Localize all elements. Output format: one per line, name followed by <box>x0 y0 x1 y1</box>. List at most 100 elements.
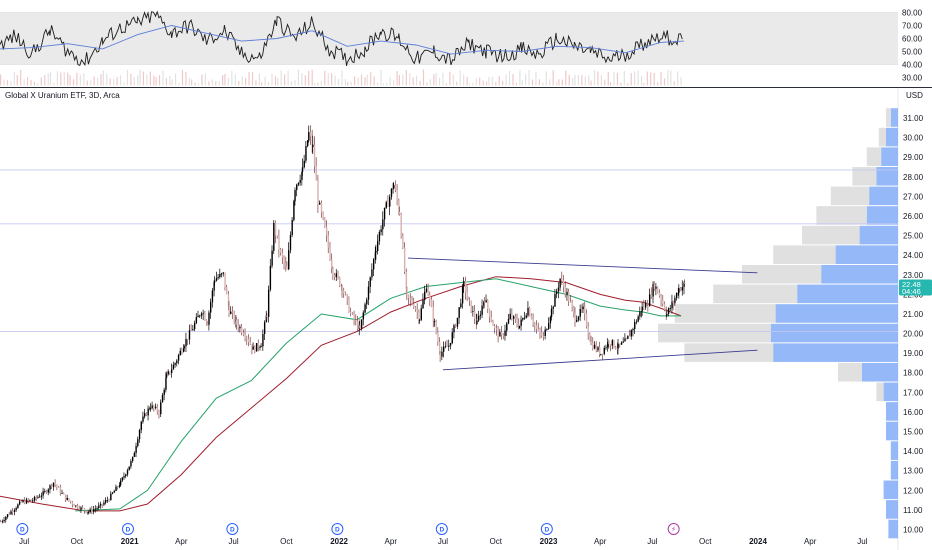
candle <box>481 299 483 319</box>
volume-bar <box>320 80 322 86</box>
dividend-marker-label: D <box>126 526 131 533</box>
volume-bar <box>169 75 171 86</box>
volume-bar <box>44 75 46 86</box>
volume-bar <box>211 79 213 86</box>
candle <box>12 507 14 516</box>
trendline[interactable] <box>407 257 758 274</box>
candle <box>356 315 359 331</box>
candle <box>42 487 44 499</box>
candle <box>51 483 53 490</box>
volume-bar <box>512 74 514 86</box>
volume-bar <box>396 71 398 86</box>
candle <box>24 497 26 505</box>
volume-bar <box>175 73 177 86</box>
candle <box>246 335 248 345</box>
price-axis[interactable]: 31.00 30.00 29.00 28.00 27.00 26.00 25.00 24.00… <box>899 114 932 535</box>
trendline[interactable] <box>442 349 758 371</box>
candle <box>206 321 208 326</box>
candle <box>254 345 256 354</box>
candle <box>309 125 312 145</box>
volume-bar <box>445 83 448 86</box>
candle <box>389 194 391 216</box>
candle <box>667 307 670 317</box>
candle <box>85 510 87 514</box>
volume-bar <box>600 74 602 86</box>
candle <box>110 491 112 501</box>
candle <box>492 319 494 327</box>
candle <box>490 310 493 323</box>
candle <box>135 442 137 457</box>
candle <box>468 296 470 300</box>
volume-bar <box>100 73 102 86</box>
candle <box>240 324 243 336</box>
candle <box>119 478 122 487</box>
dividend-marker[interactable]: D <box>331 523 344 535</box>
volume-bar <box>588 75 590 86</box>
volume-bar <box>267 81 270 86</box>
candle <box>344 291 347 296</box>
volume-bar <box>528 70 530 86</box>
candle <box>529 306 531 317</box>
candle <box>17 503 19 509</box>
volume-bar <box>218 81 220 86</box>
volume-bar <box>660 72 662 86</box>
volume-profile-up-bar <box>821 264 898 284</box>
candle <box>297 182 300 187</box>
volume-bar <box>341 70 343 86</box>
volume-bar <box>366 74 368 86</box>
candle <box>420 304 422 322</box>
candle <box>589 332 591 342</box>
dividend-marker-label: D <box>335 526 340 533</box>
volume-bar <box>558 79 560 86</box>
price-tick-label: 20.00 <box>903 330 924 339</box>
candle <box>655 282 657 296</box>
candle <box>627 335 629 340</box>
volume-bar <box>495 81 497 86</box>
candle <box>476 314 478 325</box>
candle <box>615 345 617 350</box>
candle <box>311 129 313 153</box>
volume-bar <box>613 72 615 86</box>
earnings-event-marker[interactable]: ⚡ <box>667 523 680 535</box>
volume-bar <box>389 77 391 86</box>
volume-bar <box>590 80 592 86</box>
dividend-marker[interactable]: D <box>435 523 448 535</box>
candle <box>466 285 468 302</box>
time-axis[interactable]: Jul Oct 2021 Apr Jul Oct 2022 Apr Jul Oct 2023 Apr J… <box>19 537 868 546</box>
dividend-marker[interactable]: D <box>121 523 134 535</box>
candle <box>535 320 538 334</box>
volume-bar <box>264 76 266 86</box>
candle <box>101 503 103 509</box>
time-tick-label: Apr <box>175 537 188 546</box>
volume-bar <box>429 79 431 86</box>
dividend-marker[interactable]: D <box>16 523 29 535</box>
candle <box>266 313 268 321</box>
candle <box>289 231 292 254</box>
candle <box>652 281 654 304</box>
candle <box>439 351 441 362</box>
candle <box>161 392 164 403</box>
volume-bar <box>23 79 25 86</box>
dividend-marker[interactable]: D <box>540 523 553 535</box>
candle <box>463 277 465 293</box>
candle <box>424 285 426 305</box>
candle <box>263 320 266 340</box>
candle <box>539 327 541 339</box>
volume-bar <box>331 73 333 86</box>
dividend-marker[interactable]: D <box>226 523 239 535</box>
candle <box>123 472 125 480</box>
candle <box>499 328 501 337</box>
candle <box>197 310 199 318</box>
volume-bar <box>178 82 180 86</box>
candle <box>106 496 109 503</box>
candle <box>29 499 31 502</box>
candle <box>622 337 624 344</box>
volume-profile-up-bar <box>876 166 898 186</box>
volume-profile-up-bar <box>890 441 898 460</box>
candle <box>646 299 649 307</box>
volume-bar <box>238 81 240 86</box>
volume-bar <box>47 73 49 86</box>
volume-profile-down-bar <box>886 108 891 127</box>
